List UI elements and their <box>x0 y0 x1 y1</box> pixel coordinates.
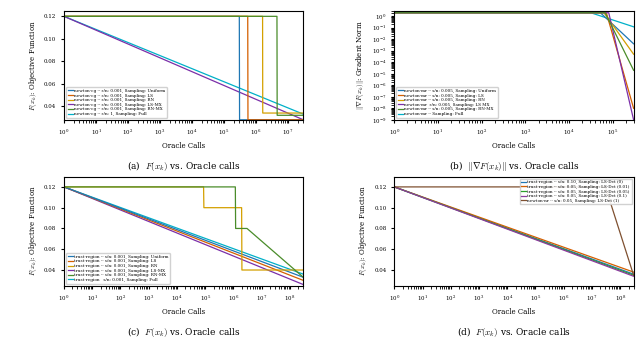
X-axis label: Oracle Calls: Oracle Calls <box>162 142 205 150</box>
Text: (a)  $F(x_k)$ vs. Oracle calls: (a) $F(x_k)$ vs. Oracle calls <box>127 159 241 173</box>
X-axis label: Oracle Calls: Oracle Calls <box>162 308 205 316</box>
Y-axis label: $\|\nabla F(x_k)\|$: Gradient Norm: $\|\nabla F(x_k)\|$: Gradient Norm <box>355 20 367 110</box>
Text: (d)  $F(x_k)$ vs. Oracle calls: (d) $F(x_k)$ vs. Oracle calls <box>457 325 571 339</box>
Legend: trust-region -- s/n: 0.001, Sampling: Uniform, trust-region -- s/n: 0.001, Sampl: trust-region -- s/n: 0.001, Sampling: Un… <box>66 253 170 283</box>
Legend: newton-mr -- s/n: 0.005, Sampling: Uniform, newton-mr -- s/n: 0.005, Sampling: L: newton-mr -- s/n: 0.005, Sampling: Unifo… <box>396 87 498 118</box>
Y-axis label: $F(x_k)$: Objective Function: $F(x_k)$: Objective Function <box>357 186 369 276</box>
X-axis label: Oracle Calls: Oracle Calls <box>492 308 536 316</box>
Legend: trust-region -- s/n: 0.10, Sampling: LS-Det (0), trust-region -- s/n: 0.05, Samp: trust-region -- s/n: 0.10, Sampling: LS-… <box>520 178 632 205</box>
Y-axis label: $F(x_k)$: Objective Function: $F(x_k)$: Objective Function <box>26 186 38 276</box>
Text: (c)  $F(x_k)$ vs. Oracle calls: (c) $F(x_k)$ vs. Oracle calls <box>127 325 241 339</box>
X-axis label: Oracle Calls: Oracle Calls <box>492 142 536 150</box>
Text: (b)  $\|\nabla F(x_k)\|$ vs. Oracle calls: (b) $\|\nabla F(x_k)\|$ vs. Oracle calls <box>449 159 579 173</box>
Y-axis label: $F(x_k)$: Objective Function: $F(x_k)$: Objective Function <box>26 20 38 111</box>
Legend: newton-cg -- s/n: 0.001, Sampling: Uniform, newton-cg -- s/n: 0.001, Sampling: L: newton-cg -- s/n: 0.001, Sampling: Unifo… <box>66 87 167 118</box>
